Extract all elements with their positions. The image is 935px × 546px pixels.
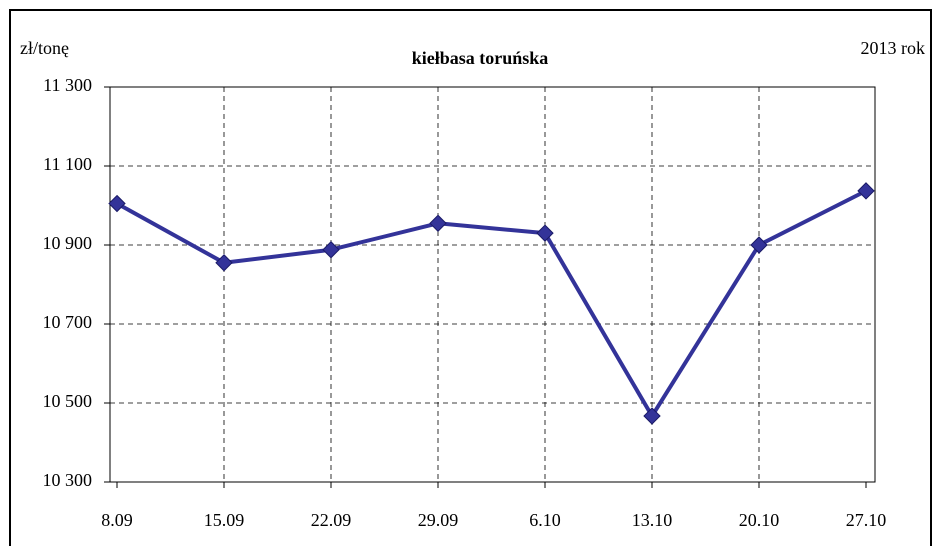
x-tick-label: 29.09 <box>418 510 459 530</box>
frame <box>9 9 932 546</box>
x-tick-label: 13.10 <box>632 510 673 530</box>
line <box>116 189 867 419</box>
marker <box>322 241 340 259</box>
y-tick-label: 10 500 <box>43 391 93 411</box>
x-tick-label: 8.09 <box>101 510 133 530</box>
y-tick-label: 11 100 <box>43 154 92 174</box>
x-tick-label: 27.10 <box>846 510 887 530</box>
x-tick-label: 22.09 <box>311 510 352 530</box>
x-tick-label: 20.10 <box>739 510 780 530</box>
x-tick-label: 15.09 <box>204 510 245 530</box>
y-tick-label: 10 900 <box>43 233 93 253</box>
marker <box>750 236 768 254</box>
marker <box>429 214 447 232</box>
plot-area <box>109 86 876 483</box>
y-tick-label: 11 300 <box>43 75 92 95</box>
marker <box>215 254 233 272</box>
chart-title: kiełbasa toruńska <box>412 48 549 68</box>
y-tick-label: 10 700 <box>43 312 93 332</box>
y-axis-label: zł/tonę <box>20 38 69 58</box>
marker <box>536 224 554 242</box>
y-tick-label: 10 300 <box>43 470 93 490</box>
marker <box>108 194 126 213</box>
marker <box>643 407 661 425</box>
annotation: 2013 rok <box>861 38 926 58</box>
marker <box>857 182 875 200</box>
x-tick-label: 6.10 <box>529 510 561 530</box>
